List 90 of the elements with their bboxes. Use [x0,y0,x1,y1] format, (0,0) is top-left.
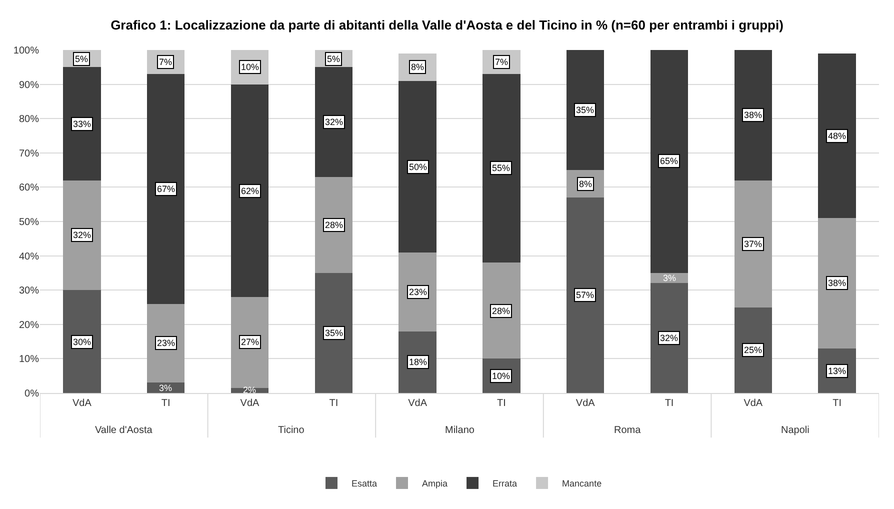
x-tick-label: VdA [408,398,428,409]
bar [63,67,101,180]
data-label: 65% [660,156,678,166]
data-label: 23% [409,287,428,297]
bar [63,180,101,290]
text: Milano [445,425,475,436]
x-tick-label: TI [497,398,506,409]
bar [398,252,436,332]
data-label: 5% [75,54,88,64]
y-tick-label: 70% [18,148,40,160]
data-label: 5% [327,54,340,64]
data-label: 27% [241,337,260,347]
text: Roma [614,425,642,436]
legend-label: Mancante [562,478,602,488]
data-label: 23% [157,338,176,348]
x-tick-label: TI [161,398,170,409]
data-label: 48% [828,131,846,141]
data-label: 2% [243,385,256,395]
y-tick-label: 30% [18,286,40,297]
x-tick-label: VdA [240,398,260,409]
data-label: 8% [411,62,424,72]
x-tick-label: VdA [744,398,763,409]
y-tick-label: 90% [18,80,40,91]
data-label: 33% [73,119,92,129]
data-label: 18% [409,357,428,367]
bar [734,180,772,308]
data-label: 10% [241,62,260,72]
data-label: 28% [492,306,510,316]
legend-label: Esatta [352,478,378,488]
data-label: 25% [744,345,762,355]
x-tick-label: TI [832,398,842,409]
data-label: 35% [576,105,594,115]
y-tick-label: 0% [24,388,40,400]
bar [650,283,688,393]
bar [230,84,269,297]
bar [314,67,353,177]
bar [566,50,604,170]
data-label: 38% [744,110,762,120]
data-label: 30% [73,337,92,347]
text: Napoli [781,425,810,436]
data-label: 8% [579,179,592,189]
x-tick-label: VdA [72,398,92,409]
data-label: 7% [159,57,172,67]
text: Ticino [278,425,305,436]
legend-label: Ampia [422,478,448,488]
bar [314,176,353,273]
y-tick-label: 20% [18,320,40,331]
data-label: 13% [828,366,846,376]
bar [818,53,856,218]
bar [650,50,688,273]
data-label: 28% [325,220,344,230]
data-label: 3% [159,383,172,393]
y-tick-label: 50% [18,217,40,228]
x-tick-label: VdA [576,398,596,409]
data-label: 7% [495,57,508,67]
bar [734,307,772,393]
data-label: 3% [663,273,676,283]
data-label: 67% [157,184,176,194]
data-label: 57% [576,290,594,300]
data-label: 37% [744,239,762,249]
y-tick-label: 10% [18,354,40,366]
data-label: 32% [660,333,678,343]
data-label: 35% [325,328,344,338]
data-label: 50% [409,162,428,172]
x-tick-label: TI [664,398,674,409]
data-label: 32% [73,230,92,240]
bar [734,50,772,180]
bar [482,262,520,359]
y-tick-label: 100% [13,46,40,56]
bar [818,218,856,348]
data-label: 38% [828,278,846,288]
data-label: 10% [492,371,510,381]
data-label: 62% [241,186,260,196]
data-label: 32% [325,117,344,127]
data-label: 55% [492,163,510,173]
bar [63,290,101,393]
bar [314,272,353,393]
chart-title: Grafico 1: Localizzazione da parte di abitanti della Valle d'Aosta e del Ticino in % (n=60 per entrambi i gruppi) [110,17,784,32]
bar [146,74,185,304]
text: Valle d'Aosta [95,425,153,436]
y-tick-label: 60% [18,182,40,194]
bar [146,304,185,383]
legend-label: Errata [492,478,518,488]
bar [566,197,604,393]
x-tick-label: TI [329,398,338,409]
bar [230,296,269,388]
bar [398,80,436,252]
y-tick-label: 80% [18,114,40,126]
bar [482,74,520,263]
y-tick-label: 40% [18,251,40,262]
